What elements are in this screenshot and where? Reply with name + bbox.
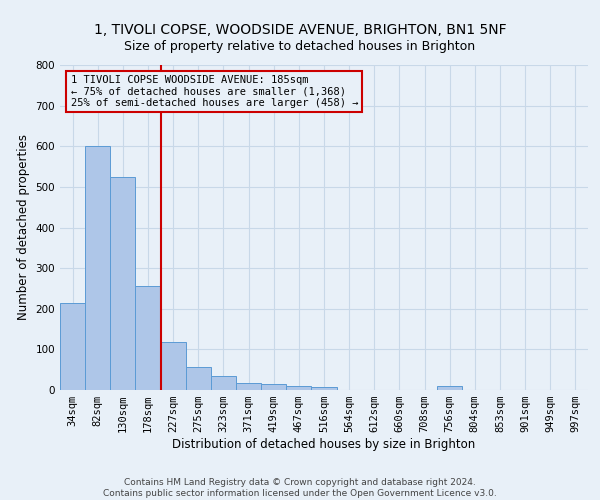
Y-axis label: Number of detached properties: Number of detached properties (17, 134, 30, 320)
Bar (186, 367, 211, 390)
Bar (161, 342, 186, 390)
Bar (60, 302, 85, 390)
Bar (85, 146, 110, 390)
Text: Contains HM Land Registry data © Crown copyright and database right 2024.
Contai: Contains HM Land Registry data © Crown c… (103, 478, 497, 498)
Bar (236, 383, 261, 390)
Bar (437, 386, 462, 390)
Text: 1, TIVOLI COPSE, WOODSIDE AVENUE, BRIGHTON, BN1 5NF: 1, TIVOLI COPSE, WOODSIDE AVENUE, BRIGHT… (94, 22, 506, 36)
Bar (136, 286, 161, 390)
Bar (261, 384, 286, 390)
Bar (286, 386, 311, 390)
Text: 1 TIVOLI COPSE WOODSIDE AVENUE: 185sqm
← 75% of detached houses are smaller (1,3: 1 TIVOLI COPSE WOODSIDE AVENUE: 185sqm ←… (71, 74, 358, 108)
Bar (110, 176, 136, 390)
Text: Size of property relative to detached houses in Brighton: Size of property relative to detached ho… (124, 40, 476, 53)
Bar (211, 376, 236, 390)
Bar (311, 387, 337, 390)
X-axis label: Distribution of detached houses by size in Brighton: Distribution of detached houses by size … (172, 438, 476, 451)
